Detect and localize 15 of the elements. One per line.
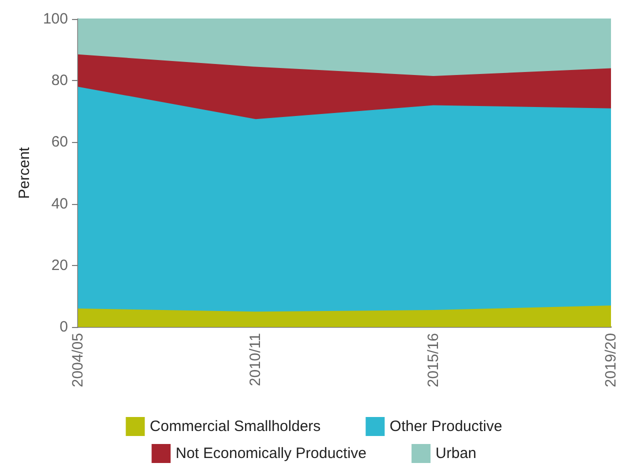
legend-label: Urban xyxy=(436,445,476,462)
x-tick-label: 2004/05 xyxy=(70,333,86,388)
y-tick-label: 80 xyxy=(51,72,68,90)
y-tick-label: 40 xyxy=(51,195,68,212)
y-axis-title: Percent xyxy=(16,146,33,199)
legend-label: Commercial Smallholders xyxy=(150,418,321,435)
x-tick-label: 2010/11 xyxy=(247,333,264,386)
legend-label: Other Productive xyxy=(390,418,502,435)
legend-label: Not Economically Productive xyxy=(176,445,367,462)
y-tick-label: 100 xyxy=(42,10,68,28)
y-tick-label: 0 xyxy=(60,318,68,336)
x-tick-label: 2019/20 xyxy=(602,333,620,388)
y-tick-label: 20 xyxy=(51,256,68,274)
y-tick-label: 60 xyxy=(51,134,68,151)
x-tick-label: 2015/16 xyxy=(424,333,442,388)
